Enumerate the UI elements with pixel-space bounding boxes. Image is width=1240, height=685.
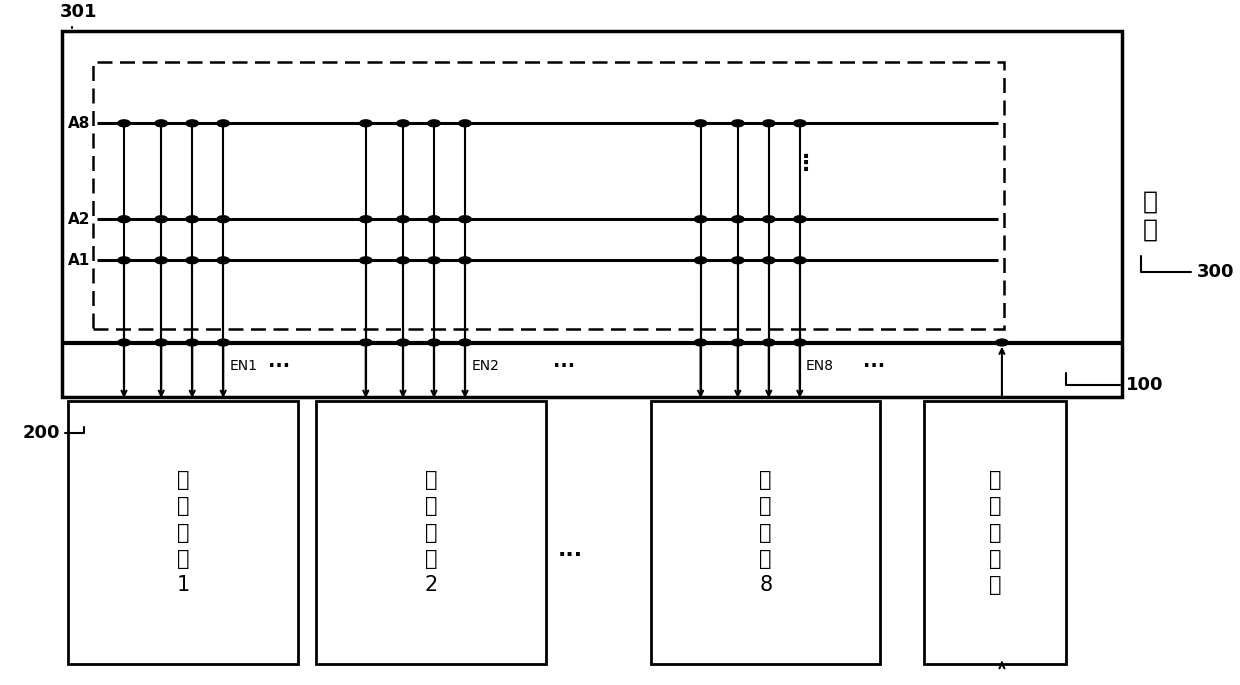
Circle shape: [397, 257, 409, 264]
Bar: [93, 62, 1004, 329]
Circle shape: [118, 216, 130, 223]
Circle shape: [155, 216, 167, 223]
Text: EN1: EN1: [229, 360, 258, 373]
Circle shape: [360, 216, 372, 223]
Circle shape: [732, 216, 744, 223]
Circle shape: [217, 257, 229, 264]
Circle shape: [694, 120, 707, 127]
Circle shape: [155, 257, 167, 264]
Circle shape: [763, 216, 775, 223]
Bar: [924, 401, 1066, 664]
Circle shape: [794, 257, 806, 264]
Text: 301: 301: [60, 3, 97, 28]
Circle shape: [732, 257, 744, 264]
Circle shape: [428, 339, 440, 346]
Text: ···: ···: [558, 545, 583, 565]
Text: 功
能
板
卡
2: 功 能 板 卡 2: [424, 470, 438, 595]
Circle shape: [694, 257, 707, 264]
Text: ···: ···: [268, 357, 290, 376]
Circle shape: [428, 120, 440, 127]
Text: 模
拟
量
板
卡: 模 拟 量 板 卡: [988, 470, 1002, 595]
Circle shape: [694, 216, 707, 223]
Circle shape: [397, 339, 409, 346]
Circle shape: [694, 339, 707, 346]
Circle shape: [397, 216, 409, 223]
Text: 功
能
板
卡
8: 功 能 板 卡 8: [759, 470, 773, 595]
Circle shape: [763, 120, 775, 127]
Text: 背
板: 背 板: [1143, 190, 1158, 242]
Circle shape: [155, 339, 167, 346]
Circle shape: [996, 339, 1008, 346]
Circle shape: [794, 216, 806, 223]
Circle shape: [186, 120, 198, 127]
Circle shape: [186, 216, 198, 223]
Text: 功
能
板
卡
1: 功 能 板 卡 1: [176, 470, 190, 595]
Circle shape: [459, 216, 471, 223]
Bar: [651, 401, 880, 664]
Circle shape: [217, 120, 229, 127]
Bar: [62, 31, 1122, 397]
Circle shape: [794, 120, 806, 127]
Bar: [68, 401, 298, 664]
Circle shape: [732, 120, 744, 127]
Circle shape: [118, 257, 130, 264]
Circle shape: [360, 339, 372, 346]
Text: EN8: EN8: [806, 360, 835, 373]
Circle shape: [217, 339, 229, 346]
Circle shape: [360, 257, 372, 264]
Text: ⋮: ⋮: [795, 154, 817, 175]
Circle shape: [794, 339, 806, 346]
Circle shape: [217, 216, 229, 223]
Circle shape: [428, 216, 440, 223]
Circle shape: [763, 257, 775, 264]
Circle shape: [397, 120, 409, 127]
Circle shape: [428, 257, 440, 264]
Circle shape: [118, 120, 130, 127]
Text: A8: A8: [68, 116, 91, 131]
Text: 300: 300: [1141, 256, 1234, 282]
Circle shape: [118, 339, 130, 346]
Circle shape: [459, 339, 471, 346]
Text: 200: 200: [22, 425, 84, 443]
Bar: [316, 401, 546, 664]
Circle shape: [459, 120, 471, 127]
Text: ···: ···: [553, 357, 575, 376]
Circle shape: [186, 257, 198, 264]
Text: EN2: EN2: [471, 360, 498, 373]
Circle shape: [732, 339, 744, 346]
Circle shape: [186, 339, 198, 346]
Circle shape: [360, 120, 372, 127]
Circle shape: [155, 120, 167, 127]
Text: 100: 100: [1066, 373, 1163, 395]
Text: ···: ···: [863, 357, 885, 376]
Text: A2: A2: [68, 212, 91, 227]
Circle shape: [763, 339, 775, 346]
Text: A1: A1: [68, 253, 91, 268]
Circle shape: [459, 257, 471, 264]
